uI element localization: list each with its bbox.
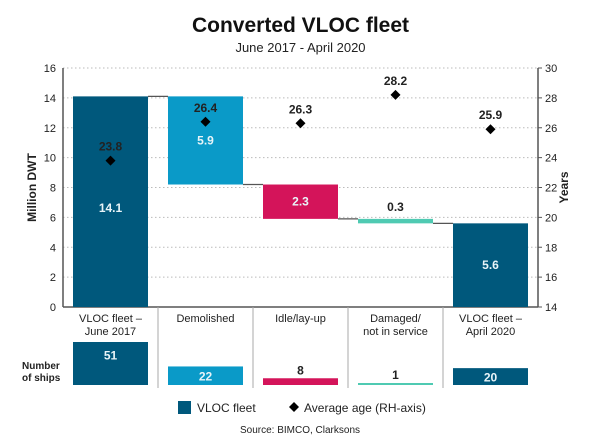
waterfall-bar (168, 96, 243, 185)
y-tick-label: 12 (44, 123, 56, 135)
ships-bar (168, 366, 243, 385)
age-marker (200, 116, 211, 127)
category-label: June 2017 (85, 326, 136, 338)
legend-label-age: Average age (RH-axis) (304, 401, 426, 415)
category-label: April 2020 (466, 326, 516, 338)
bar-value-label: 5.6 (482, 258, 499, 272)
age-label: 28.2 (384, 74, 408, 88)
category-label: not in service (363, 326, 428, 338)
ships-value-label: 51 (104, 349, 118, 363)
age-label: 23.8 (99, 140, 123, 154)
category-label: Damaged/ (370, 313, 422, 325)
age-label: 26.4 (194, 101, 218, 115)
y-tick-label: 0 (50, 302, 56, 314)
ships-bar (73, 342, 148, 385)
age-label: 25.9 (479, 108, 503, 122)
ships-row-label: Number (22, 361, 60, 372)
y-tick-label: 8 (50, 183, 56, 195)
y-tick-label: 4 (50, 242, 56, 254)
y-axis-label: Million DWT (25, 153, 39, 222)
waterfall-bar (263, 184, 338, 219)
y2-tick-label: 16 (545, 272, 557, 284)
waterfall-bar (358, 218, 433, 224)
y2-tick-label: 30 (545, 63, 557, 75)
y2-axis-label: Years (557, 171, 571, 203)
y2-tick-label: 14 (545, 302, 557, 314)
waterfall-bar (453, 223, 528, 307)
ships-value-label: 1 (392, 368, 399, 382)
y-tick-label: 2 (50, 272, 56, 284)
ships-bar (263, 378, 338, 385)
y2-tick-label: 20 (545, 212, 557, 224)
y2-tick-label: 26 (545, 123, 557, 135)
ships-value-label: 20 (484, 371, 498, 385)
legend-label-vloc: VLOC fleet (197, 401, 256, 415)
y2-tick-label: 22 (545, 183, 557, 195)
y-tick-label: 16 (44, 63, 56, 75)
ships-value-label: 8 (297, 363, 304, 377)
y2-tick-label: 18 (545, 242, 557, 254)
ships-row-label: of ships (22, 373, 61, 384)
y2-tick-label: 24 (545, 153, 557, 165)
ships-bar (358, 383, 433, 385)
ships-bar (453, 368, 528, 385)
age-marker (390, 89, 401, 100)
y2-tick-label: 28 (545, 93, 557, 105)
ships-value-label: 22 (199, 370, 213, 384)
category-label: Idle/lay-up (275, 313, 326, 325)
age-marker (295, 118, 306, 129)
category-label: VLOC fleet – (459, 313, 523, 325)
bar-value-label: 0.3 (387, 200, 404, 214)
y-tick-label: 14 (44, 93, 56, 105)
bar-value-label: 2.3 (292, 195, 309, 209)
y-tick-label: 6 (50, 212, 56, 224)
category-label: VLOC fleet – (79, 313, 143, 325)
source-note: Source: BIMCO, Clarksons (240, 425, 360, 436)
waterfall-bar (73, 96, 148, 307)
bar-value-label: 5.9 (197, 133, 214, 147)
chart-subtitle: June 2017 - April 2020 (235, 40, 366, 55)
legend-marker-age (289, 402, 299, 412)
age-marker (485, 124, 496, 135)
bar-value-label: 14.1 (99, 201, 123, 215)
legend-swatch-vloc (178, 401, 191, 414)
chart-title: Converted VLOC fleet (191, 14, 410, 37)
age-marker (105, 155, 116, 166)
category-label: Demolished (176, 313, 234, 325)
age-label: 26.3 (289, 102, 313, 116)
y-tick-label: 10 (44, 153, 56, 165)
